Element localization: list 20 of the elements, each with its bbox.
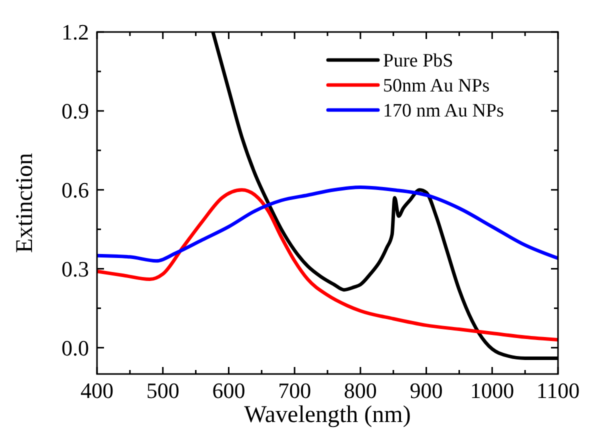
legend-label: 50nm Au NPs xyxy=(383,76,490,97)
x-tick-label: 600 xyxy=(212,378,246,403)
x-tick-label: 800 xyxy=(344,378,377,403)
x-axis-title: Wavelength (nm) xyxy=(244,402,411,428)
y-tick-label: 0.6 xyxy=(62,178,89,203)
x-tick-label: 500 xyxy=(146,378,180,403)
x-tick-label: 1100 xyxy=(536,378,580,403)
line-series xyxy=(97,188,558,342)
y-tick-label: 1.2 xyxy=(62,20,89,45)
y-tick-label: 0.9 xyxy=(62,98,89,124)
legend-label: 170 nm Au NPs xyxy=(383,100,504,122)
x-tick-label: 700 xyxy=(278,378,312,403)
y-tick-label: 0.3 xyxy=(62,256,89,282)
y-axis-title: Extinction xyxy=(12,153,38,253)
x-tick-label: 400 xyxy=(80,378,114,403)
legend-label: Pure PbS xyxy=(383,50,454,72)
line-series xyxy=(97,185,558,263)
x-tick-label: 1000 xyxy=(470,378,514,403)
y-tick-label: 0.0 xyxy=(62,335,89,360)
x-tick-label: 900 xyxy=(410,378,443,403)
